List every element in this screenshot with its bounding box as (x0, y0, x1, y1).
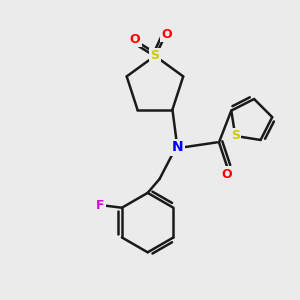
Text: S: S (231, 130, 240, 142)
Text: N: N (172, 140, 183, 154)
Text: F: F (96, 199, 104, 212)
Text: O: O (130, 32, 140, 46)
Text: O: O (161, 28, 172, 40)
Text: S: S (151, 50, 160, 62)
Text: O: O (222, 167, 232, 181)
